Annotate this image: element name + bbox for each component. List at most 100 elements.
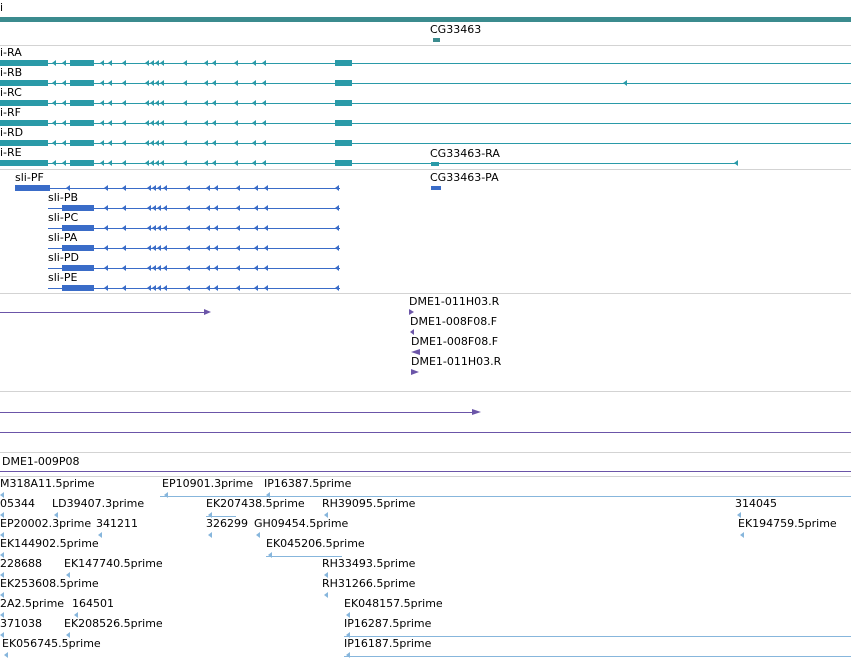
- transcript-line[interactable]: [0, 83, 851, 84]
- transcript-line[interactable]: [0, 103, 851, 104]
- protein-segment[interactable]: [62, 285, 94, 291]
- est-label[interactable]: M318A11.5prime: [0, 477, 95, 490]
- est-label[interactable]: EK194759.5prime: [738, 517, 837, 530]
- est-glyph[interactable]: [4, 652, 8, 658]
- est-label[interactable]: 05344: [0, 497, 35, 510]
- protein-line[interactable]: [48, 268, 340, 269]
- est-glyph[interactable]: [346, 612, 350, 618]
- clone-line[interactable]: [0, 412, 474, 413]
- protein-segment[interactable]: [62, 245, 94, 251]
- est-label[interactable]: EK144902.5prime: [0, 537, 99, 550]
- clone-line[interactable]: [0, 312, 205, 313]
- est-label[interactable]: IP16387.5prime: [264, 477, 352, 490]
- transcript-line[interactable]: [0, 163, 736, 164]
- est-glyph[interactable]: [324, 512, 328, 518]
- est-label[interactable]: EP10901.3prime: [162, 477, 254, 490]
- exon[interactable]: [0, 100, 48, 106]
- est-label[interactable]: RH39095.5prime: [322, 497, 416, 510]
- est-glyph[interactable]: [208, 512, 212, 518]
- est-label[interactable]: EK147740.5prime: [64, 557, 163, 570]
- est-glyph[interactable]: [208, 532, 212, 538]
- exon[interactable]: [70, 80, 94, 86]
- est-label[interactable]: LD39407.3prime: [52, 497, 145, 510]
- exon[interactable]: [335, 120, 352, 126]
- est-glyph[interactable]: [740, 532, 744, 538]
- exon[interactable]: [0, 160, 48, 166]
- gene-span-bar[interactable]: [0, 17, 851, 22]
- clone-glyph[interactable]: [409, 309, 414, 315]
- exon[interactable]: [70, 60, 94, 66]
- est-glyph[interactable]: [737, 512, 741, 518]
- exon[interactable]: [70, 100, 94, 106]
- est-label[interactable]: 341211: [96, 517, 138, 530]
- est-glyph[interactable]: [54, 512, 58, 518]
- est-glyph[interactable]: [0, 492, 4, 498]
- protein-label[interactable]: sli-PA: [48, 231, 78, 244]
- est-label[interactable]: EK045206.5prime: [266, 537, 365, 550]
- est-glyph[interactable]: [98, 532, 102, 538]
- est-line[interactable]: [206, 516, 236, 517]
- est-line[interactable]: [344, 656, 851, 657]
- clone-glyph[interactable]: [411, 369, 419, 375]
- transcript-label[interactable]: i-RB: [0, 66, 23, 79]
- cg33463-pa-glyph[interactable]: [431, 186, 441, 190]
- exon[interactable]: [0, 140, 48, 146]
- clone-label[interactable]: DME1-008F08.F: [410, 315, 498, 328]
- transcript-label[interactable]: i-RD: [0, 126, 24, 139]
- clone-line[interactable]: [0, 471, 851, 472]
- protein-line[interactable]: [48, 288, 340, 289]
- protein-label[interactable]: sli-PE: [48, 271, 78, 284]
- est-label[interactable]: EK253608.5prime: [0, 577, 99, 590]
- est-label[interactable]: EP20002.3prime: [0, 517, 92, 530]
- exon[interactable]: [335, 60, 352, 66]
- exon[interactable]: [335, 160, 352, 166]
- est-label[interactable]: RH33493.5prime: [322, 557, 416, 570]
- protein-label[interactable]: sli-PC: [48, 211, 79, 224]
- transcript-label[interactable]: i-RF: [0, 106, 21, 119]
- exon[interactable]: [0, 60, 48, 66]
- est-label[interactable]: 2A2.5prime: [0, 597, 65, 610]
- est-glyph[interactable]: [268, 552, 272, 558]
- transcript-label[interactable]: i-RA: [0, 46, 22, 59]
- est-label[interactable]: IP16287.5prime: [344, 617, 432, 630]
- est-glyph[interactable]: [66, 632, 70, 638]
- transcript-line[interactable]: [0, 123, 851, 124]
- transcript-label[interactable]: i-RC: [0, 86, 22, 99]
- protein-line[interactable]: [48, 208, 340, 209]
- protein-label[interactable]: sli-PB: [48, 191, 78, 204]
- est-label[interactable]: 326299: [206, 517, 248, 530]
- clone-glyph[interactable]: [411, 349, 420, 355]
- exon[interactable]: [0, 80, 48, 86]
- est-glyph[interactable]: [266, 492, 270, 498]
- est-glyph[interactable]: [346, 632, 350, 638]
- cg33463-gene-glyph[interactable]: [433, 38, 440, 42]
- exon[interactable]: [70, 160, 94, 166]
- est-glyph[interactable]: [0, 512, 4, 518]
- est-label[interactable]: IP16187.5prime: [344, 637, 432, 650]
- clone-label[interactable]: DME1-009P08: [2, 455, 80, 468]
- exon[interactable]: [335, 140, 352, 146]
- protein-segment[interactable]: [15, 185, 50, 191]
- est-glyph[interactable]: [74, 612, 78, 618]
- est-glyph[interactable]: [0, 632, 4, 638]
- clone-label[interactable]: DME1-011H03.R: [409, 295, 500, 308]
- est-glyph[interactable]: [0, 552, 4, 558]
- est-glyph[interactable]: [346, 652, 350, 658]
- protein-line[interactable]: [15, 188, 340, 189]
- track-line[interactable]: [0, 432, 851, 433]
- est-label[interactable]: EK048157.5prime: [344, 597, 443, 610]
- est-label[interactable]: EK207438.5prime: [206, 497, 305, 510]
- protein-label[interactable]: sli-PF: [15, 171, 44, 184]
- cg33463-ra-glyph[interactable]: [431, 162, 439, 166]
- est-line[interactable]: [344, 636, 851, 637]
- est-glyph[interactable]: [164, 492, 168, 498]
- protein-segment[interactable]: [62, 265, 94, 271]
- protein-label[interactable]: sli-PD: [48, 251, 79, 264]
- exon[interactable]: [335, 80, 352, 86]
- est-label[interactable]: 164501: [72, 597, 114, 610]
- est-glyph[interactable]: [324, 572, 328, 578]
- est-glyph[interactable]: [0, 592, 4, 598]
- est-label[interactable]: GH09454.5prime: [254, 517, 349, 530]
- clone-label[interactable]: DME1-008F08.F: [411, 335, 499, 348]
- est-label[interactable]: 371038: [0, 617, 42, 630]
